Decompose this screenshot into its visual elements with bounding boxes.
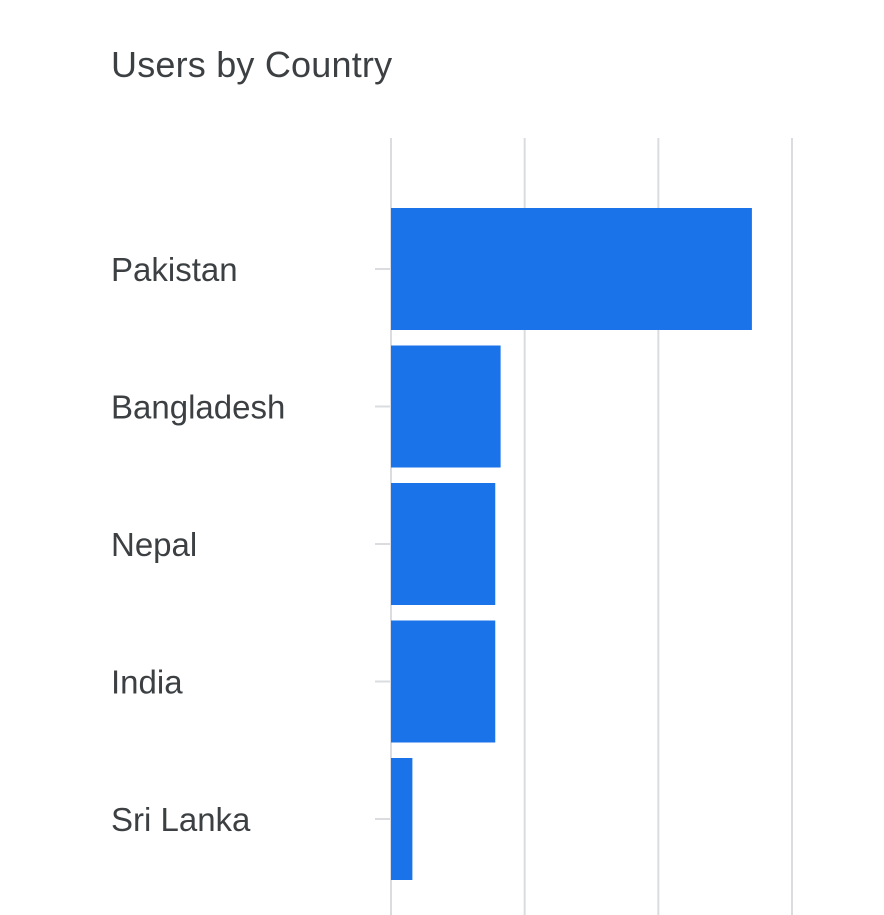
- category-label: Nepal: [111, 526, 197, 563]
- chart-title: Users by Country: [111, 44, 393, 85]
- bar: [391, 483, 496, 605]
- bar: [391, 208, 752, 330]
- category-label: Pakistan: [111, 251, 238, 288]
- category-label: Sri Lanka: [111, 801, 251, 838]
- category-label: Bangladesh: [111, 389, 285, 426]
- bar: [391, 758, 413, 880]
- bar: [391, 620, 496, 743]
- bars: [391, 208, 752, 880]
- category-ticks: [375, 268, 391, 820]
- category-label: India: [111, 664, 183, 701]
- category-labels: Pakistan Bangladesh Nepal India Sri Lanka: [111, 251, 285, 838]
- bar: [391, 345, 501, 468]
